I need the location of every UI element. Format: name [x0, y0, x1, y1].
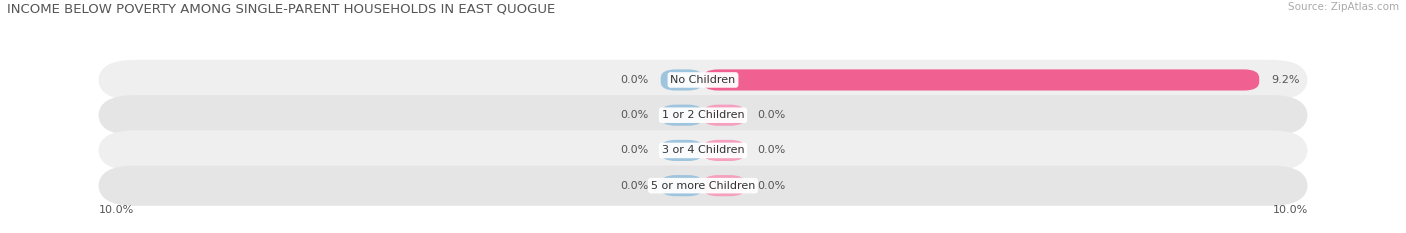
Text: 0.0%: 0.0%: [620, 181, 648, 191]
Text: 0.0%: 0.0%: [758, 145, 786, 155]
FancyBboxPatch shape: [661, 105, 703, 126]
Text: 0.0%: 0.0%: [620, 110, 648, 120]
Text: 1 or 2 Children: 1 or 2 Children: [662, 110, 744, 120]
FancyBboxPatch shape: [703, 175, 745, 196]
FancyBboxPatch shape: [661, 140, 703, 161]
Text: 0.0%: 0.0%: [620, 145, 648, 155]
Text: No Children: No Children: [671, 75, 735, 85]
Text: INCOME BELOW POVERTY AMONG SINGLE-PARENT HOUSEHOLDS IN EAST QUOGUE: INCOME BELOW POVERTY AMONG SINGLE-PARENT…: [7, 2, 555, 15]
FancyBboxPatch shape: [661, 175, 703, 196]
Text: 0.0%: 0.0%: [758, 110, 786, 120]
FancyBboxPatch shape: [703, 105, 745, 126]
FancyBboxPatch shape: [661, 69, 703, 91]
FancyBboxPatch shape: [98, 130, 1308, 171]
FancyBboxPatch shape: [703, 69, 1260, 91]
Text: Source: ZipAtlas.com: Source: ZipAtlas.com: [1288, 2, 1399, 12]
FancyBboxPatch shape: [703, 140, 745, 161]
FancyBboxPatch shape: [98, 95, 1308, 135]
Text: 3 or 4 Children: 3 or 4 Children: [662, 145, 744, 155]
FancyBboxPatch shape: [98, 60, 1308, 100]
Text: 10.0%: 10.0%: [1272, 205, 1308, 215]
Text: 0.0%: 0.0%: [758, 181, 786, 191]
Text: 10.0%: 10.0%: [98, 205, 134, 215]
Text: 5 or more Children: 5 or more Children: [651, 181, 755, 191]
Text: 9.2%: 9.2%: [1271, 75, 1299, 85]
FancyBboxPatch shape: [98, 166, 1308, 206]
Text: 0.0%: 0.0%: [620, 75, 648, 85]
